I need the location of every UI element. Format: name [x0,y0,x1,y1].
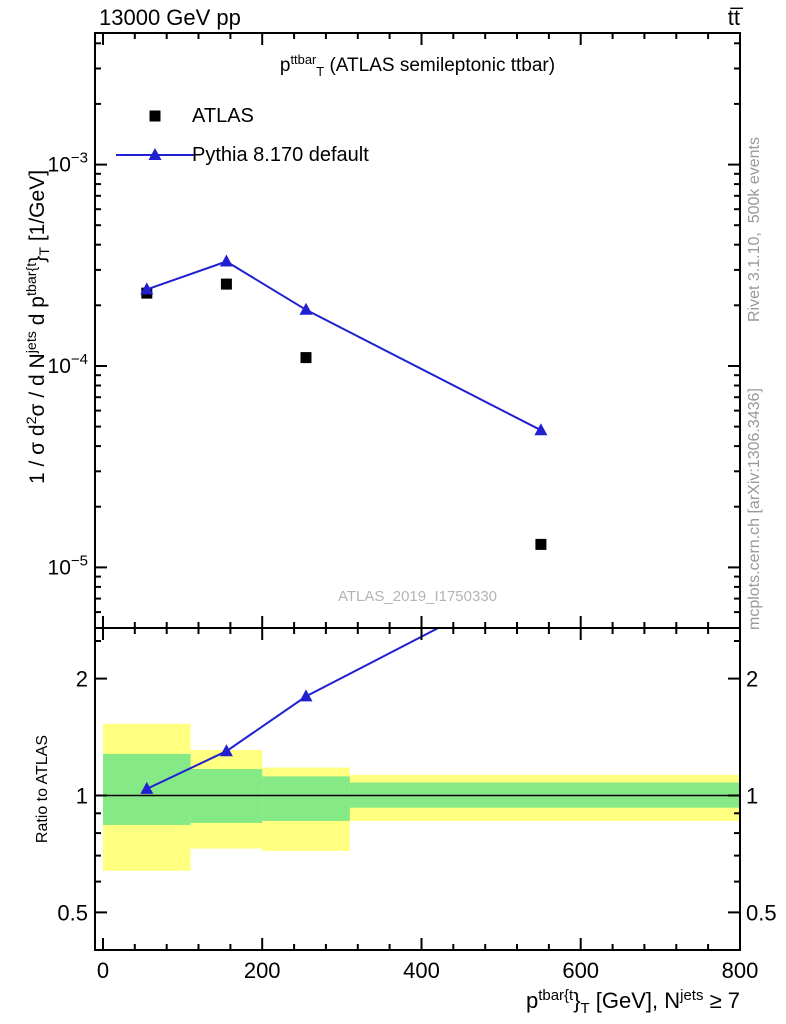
legend-marker-line-triangle [116,148,194,160]
series-pythia-8-170-default [140,254,548,436]
series-atlas [141,278,547,550]
svg-text:600: 600 [562,958,599,983]
svg-text:10−3: 10−3 [48,150,88,177]
svg-text:0.5: 0.5 [746,900,777,925]
svg-text:0.5: 0.5 [57,900,88,925]
svg-text:400: 400 [403,958,440,983]
legend-label-atlas: ATLAS [192,105,254,127]
plot-frames [94,32,741,951]
svg-text:1: 1 [746,784,758,809]
process-label: tt̅ [727,5,740,30]
svg-text:800: 800 [722,958,759,983]
svg-text:10−5: 10−5 [48,552,88,579]
svg-text:10−4: 10−4 [48,351,88,378]
ratio-axis-label: Ratio to ATLAS [34,734,51,844]
mcplots-attribution: mcplots.cern.ch [arXiv:1306.3436] [746,388,763,630]
x-axis-label: ptbar{t}T [GeV], Njets ≥ 7 [526,986,740,1018]
legend-markers [116,110,194,160]
axis-ticks [95,33,741,950]
analysis-id-watermark: ATLAS_2019_I1750330 [337,588,498,605]
svg-text:1: 1 [76,784,88,809]
svg-text:2: 2 [746,667,758,692]
rivet-version-note: Rivet 3.1.10, 500k events [746,137,763,322]
legend-marker-square [149,110,161,122]
legend-label-pythia: Pythia 8.170 default [192,144,369,166]
svg-text:0: 0 [97,958,109,983]
plot-title: pttbarT (ATLAS semileptonic ttbar) [279,51,556,79]
tick-labels: 0 200 400 600 800 10−5 10−4 10−3 0.5 0.5 1 1 2 2 [48,150,777,983]
y-axis-label: 1 / σ d2σ / d Njets d ptbar{t}T [1/GeV] [24,169,53,485]
svg-text:2: 2 [76,667,88,692]
svg-text:200: 200 [244,958,281,983]
ratio-curve [140,628,441,794]
beam-energy-label: 13000 GeV pp [99,5,241,30]
